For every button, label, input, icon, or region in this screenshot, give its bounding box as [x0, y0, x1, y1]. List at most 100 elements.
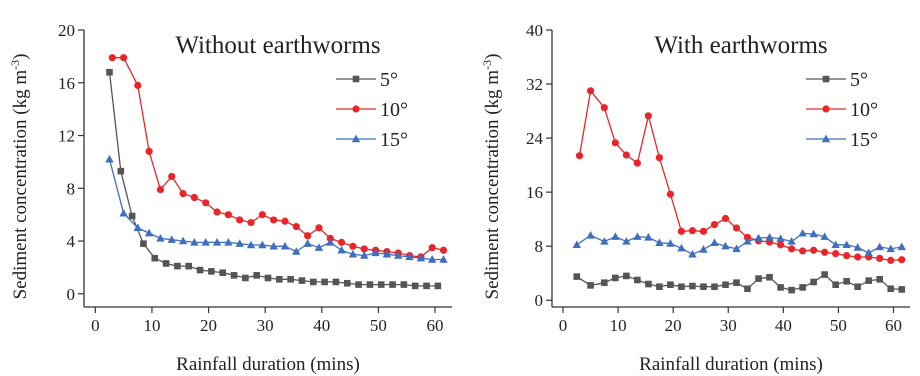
data-point: [821, 248, 829, 256]
data-point: [439, 246, 448, 254]
data-point: [743, 237, 752, 245]
data-point: [688, 227, 697, 235]
data-point: [776, 234, 785, 242]
data-point: [394, 251, 403, 259]
data-point: [897, 242, 906, 251]
data-point: [264, 274, 272, 282]
data-point: [247, 218, 255, 227]
y-tick-label: 8: [535, 237, 544, 256]
legend-label: 5°: [850, 69, 868, 91]
data-point: [321, 278, 328, 286]
series-1: [575, 87, 906, 264]
data-point: [258, 240, 267, 249]
data-point: [314, 243, 324, 251]
data-point: [287, 276, 294, 283]
data-point: [303, 239, 312, 247]
data-point: [810, 278, 817, 286]
legend-label: 15°: [380, 129, 408, 151]
data-point: [224, 211, 232, 219]
data-point: [678, 283, 685, 291]
data-point: [710, 238, 719, 247]
data-point: [600, 237, 609, 245]
data-point: [689, 282, 696, 290]
data-point: [644, 112, 652, 120]
series-2: [572, 228, 906, 258]
data-point: [898, 256, 906, 264]
data-point: [611, 139, 619, 147]
data-point: [280, 241, 290, 250]
data-point: [634, 276, 641, 284]
data-point: [865, 277, 872, 284]
data-point: [190, 237, 199, 246]
chart-panel-without-earthworms: 0 4 8 12 16 20 0 10 20 30 40 50 60 Without earthworms…: [8, 21, 452, 375]
data-point: [688, 249, 697, 258]
data-point: [128, 212, 136, 220]
data-point: [151, 254, 159, 262]
y-axis-label-close: ): [10, 54, 31, 60]
data-point: [134, 81, 142, 89]
data-point: [156, 234, 165, 242]
y-tick-label: 0: [67, 285, 76, 304]
data-point: [622, 237, 631, 245]
data-point: [711, 283, 718, 291]
legend-marker: [352, 75, 360, 83]
data-point: [655, 154, 664, 162]
data-point: [733, 279, 740, 286]
data-point: [400, 281, 408, 288]
data-point: [575, 152, 584, 160]
data-point: [246, 240, 256, 249]
data-point: [633, 159, 641, 167]
data-point: [145, 147, 153, 155]
data-point: [235, 239, 244, 247]
data-point: [360, 245, 368, 253]
data-point: [755, 275, 762, 282]
data-point: [887, 256, 895, 264]
data-point: [179, 189, 187, 198]
data-point: [820, 232, 829, 240]
data-point: [656, 283, 663, 291]
legend-marker: [352, 105, 360, 113]
data-point: [809, 229, 818, 238]
data-point: [876, 254, 884, 262]
y-tick-label: 24: [526, 129, 544, 148]
data-point: [133, 223, 142, 232]
data-point: [843, 252, 851, 260]
y-axis-label-text: Sediment concentration (kg m: [482, 70, 503, 300]
data-point: [788, 286, 795, 294]
data-point: [587, 282, 594, 289]
data-point: [292, 222, 300, 231]
data-point: [810, 246, 818, 254]
legend-label: 10°: [850, 99, 878, 121]
data-point: [766, 273, 773, 281]
data-point: [666, 190, 675, 198]
data-point: [601, 279, 608, 286]
data-point: [427, 255, 437, 263]
data-point: [898, 286, 906, 293]
data-point: [623, 272, 630, 280]
y-tick-label: 8: [67, 179, 76, 198]
x-tick-label: 40: [775, 316, 792, 335]
data-point: [416, 253, 426, 262]
data-point: [644, 233, 653, 241]
data-point: [586, 87, 595, 95]
data-point: [666, 239, 675, 247]
data-point: [710, 220, 719, 229]
x-tick-label: 50: [370, 316, 387, 335]
data-point: [108, 54, 116, 62]
data-point: [202, 199, 210, 207]
data-point: [185, 262, 193, 270]
data-point: [298, 277, 306, 284]
data-point: [162, 260, 170, 267]
data-point: [281, 217, 289, 225]
data-point: [821, 271, 828, 278]
data-point: [439, 255, 448, 263]
data-point: [754, 233, 763, 242]
data-point: [270, 216, 278, 224]
series-line: [108, 159, 444, 261]
data-point: [276, 276, 283, 283]
legend-label: 15°: [850, 129, 878, 151]
y-axis-label-unit-exponent: -3: [480, 60, 494, 70]
x-tick-label: 0: [559, 316, 568, 335]
data-point: [230, 272, 238, 279]
